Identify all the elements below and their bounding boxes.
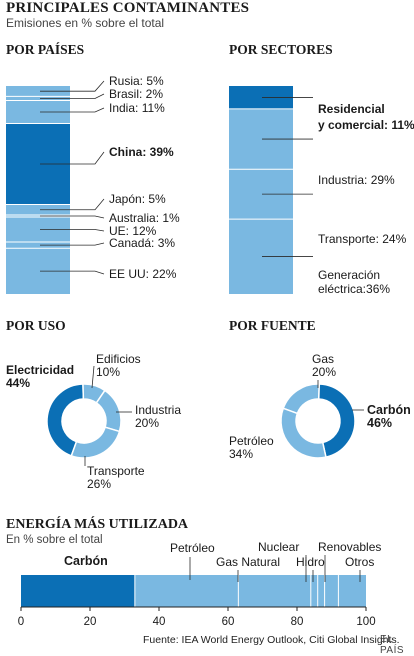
energy-tick-label: 60 xyxy=(222,616,235,628)
country-segment-india xyxy=(6,100,70,124)
use-slice-industria xyxy=(95,389,122,433)
energy-segment-petroleo xyxy=(134,575,239,607)
energy-segment-hidro xyxy=(317,575,325,607)
source-slice-carbon xyxy=(317,383,356,459)
source-slice-petroleo xyxy=(280,407,327,459)
section-title-fuente: POR FUENTE xyxy=(229,318,316,333)
country-label-japon: Japón: 5% xyxy=(109,192,166,206)
country-leader-ee-uu xyxy=(40,270,105,275)
energy-label-carbon: Carbón xyxy=(64,554,108,568)
sector-segment-residencial-y-comercial xyxy=(229,86,293,109)
section-title-paises: POR PAÍSES xyxy=(6,42,85,57)
use-slice-electricidad xyxy=(46,383,85,457)
country-leader-canada xyxy=(40,242,105,246)
energy-segment-gas-natural xyxy=(238,575,311,607)
use-label-electricidad: Electricidad 44% xyxy=(6,363,74,390)
source-label-gas: Gas 20% xyxy=(312,352,336,379)
country-leader-rusia xyxy=(40,80,105,92)
section-title-uso: POR USO xyxy=(6,318,66,333)
sector-label-generacion-electrica: Generación eléctrica:36% xyxy=(318,268,390,296)
country-label-india: India: 11% xyxy=(109,101,165,115)
energy-segment-carbon xyxy=(21,575,135,607)
country-label-australia: Australia: 1% xyxy=(109,211,180,225)
section-subtitle-energia: En % sobre el total xyxy=(6,534,103,546)
energy-tick-label: 100 xyxy=(356,616,375,628)
energy-tick-label: 20 xyxy=(84,616,97,628)
energy-segment-nuclear xyxy=(310,575,318,607)
energy-label-petroleo: Petróleo xyxy=(170,541,215,555)
country-label-ee-uu: EE UU: 22% xyxy=(109,267,177,281)
source-note: Fuente: IEA World Energy Outlook, Citi G… xyxy=(143,634,400,646)
energy-tick-label: 0 xyxy=(18,616,24,628)
brand-label: EL PAÍS xyxy=(380,634,405,656)
use-leader-edificios xyxy=(91,365,95,389)
energy-label-hidro: Hidro xyxy=(296,555,325,569)
energy-segment-otros xyxy=(338,575,366,607)
country-segment-canada xyxy=(6,242,70,249)
energy-label-nuclear: Nuclear xyxy=(258,540,299,554)
use-label-edificios: Edificios 10% xyxy=(96,352,141,379)
use-slice-transporte xyxy=(70,426,121,459)
source-slice-gas xyxy=(282,383,321,415)
country-leader-china xyxy=(40,151,105,165)
country-leader-brasil xyxy=(40,93,105,99)
use-label-transporte: Transporte 26% xyxy=(87,464,145,491)
main-title: PRINCIPALES CONTAMINANTES xyxy=(6,0,250,16)
energy-label-renovables: Renovables xyxy=(318,540,381,554)
energy-tick-label: 40 xyxy=(153,616,166,628)
country-label-canada: Canadá: 3% xyxy=(109,236,175,250)
source-label-petroleo: Petróleo 34% xyxy=(229,434,274,461)
section-title-energia: ENERGÍA MÁS UTILIZADA xyxy=(6,517,189,532)
sector-label-transporte: Transporte: 24% xyxy=(318,232,407,246)
country-label-brasil: Brasil: 2% xyxy=(109,87,163,101)
energy-segment-renovables xyxy=(324,575,339,607)
main-subtitle: Emisiones en % sobre el total xyxy=(6,16,165,30)
use-label-industria: Industria 20% xyxy=(135,403,181,430)
sector-label-residencial-y-comercial: Residencial y comercial: 11% xyxy=(318,102,414,132)
country-segment-australia xyxy=(6,214,70,218)
country-leader-australia xyxy=(40,215,105,219)
source-label-carbon: Carbón 46% xyxy=(367,403,411,430)
country-segment-rusia xyxy=(6,86,70,97)
energy-label-gas-natural: Gas Natural xyxy=(216,555,280,569)
country-segment-japon xyxy=(6,204,70,215)
energy-tick-label: 80 xyxy=(291,616,304,628)
country-segment-brasil xyxy=(6,96,70,101)
country-label-china: China: 39% xyxy=(109,145,174,159)
energy-label-otros: Otros xyxy=(345,555,374,569)
section-title-sectores: POR SECTORES xyxy=(229,42,333,57)
country-leader-japon xyxy=(40,198,105,211)
sector-label-industria: Industria: 29% xyxy=(318,173,395,187)
country-leader-ue xyxy=(40,229,105,232)
country-label-ue: UE: 12% xyxy=(109,224,157,238)
country-leader-india xyxy=(40,107,105,113)
country-label-rusia: Rusia: 5% xyxy=(109,74,164,88)
